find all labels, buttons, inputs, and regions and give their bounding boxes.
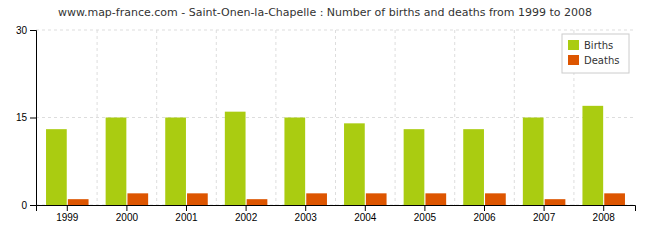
tick: 2005 [414, 205, 437, 223]
tick: 2007 [533, 205, 556, 223]
series [46, 106, 603, 205]
tick-label: 2002 [235, 212, 258, 223]
legend-frame [562, 34, 629, 73]
tick-mark [126, 205, 127, 211]
bar [225, 112, 246, 205]
bar [582, 106, 603, 205]
axis-line [30, 31, 37, 206]
tick: 2002 [235, 205, 258, 223]
tick-mark [544, 205, 545, 211]
legend-swatch [568, 55, 579, 65]
tick-mark [246, 205, 247, 211]
bar [284, 118, 305, 206]
bar [545, 199, 566, 205]
title: www.map-france.com - Saint-Onen-la-Chape… [58, 6, 592, 19]
y-axis: 0 15 30 [16, 25, 37, 211]
tick-label: 1999 [56, 212, 79, 223]
bar [463, 129, 484, 205]
tick: 2003 [295, 205, 318, 223]
tick-label: 2004 [354, 212, 377, 223]
bars [46, 106, 625, 205]
tick-mark [30, 205, 36, 206]
tick-label: 2001 [175, 212, 198, 223]
bar [46, 129, 67, 205]
bar [306, 193, 327, 205]
tick-mark [603, 205, 604, 211]
legend-item: Deaths [568, 55, 619, 66]
grid [36, 30, 635, 205]
tick-mark [484, 205, 485, 211]
group-divider [335, 30, 336, 205]
group-divider [514, 30, 515, 205]
chart: www.map-france.com - Saint-Onen-la-Chape… [0, 0, 650, 229]
legend-label: Deaths [584, 55, 619, 66]
group-divider [395, 30, 396, 205]
axis-line [37, 206, 636, 212]
bar [247, 199, 268, 205]
group-divider [454, 30, 455, 205]
tick-label: 2008 [593, 212, 616, 223]
group-divider [275, 30, 276, 205]
bar [366, 193, 387, 205]
tick: 2004 [354, 205, 377, 223]
tick: 2006 [473, 205, 496, 223]
group-divider [97, 30, 98, 205]
tick: 30 [16, 25, 36, 36]
tick-label: 2000 [116, 212, 139, 223]
tick-mark [186, 205, 187, 211]
tick-label: 0 [21, 200, 27, 211]
group-divider [216, 30, 217, 205]
tick: 2008 [593, 205, 616, 223]
tick-label: 15 [16, 112, 28, 123]
tick: 1999 [56, 205, 79, 223]
legend: Births Deaths [562, 34, 629, 73]
tick-mark [30, 118, 36, 119]
plot: 0 15 30 1999 2000 2001 2002 2003 2004 2005 2006 200… [16, 25, 636, 223]
bar [106, 118, 127, 206]
tick: 2000 [116, 205, 139, 223]
bar [68, 199, 89, 205]
bar [523, 118, 544, 206]
tick-label: 30 [16, 25, 28, 36]
tick-mark [424, 205, 425, 211]
bar [165, 118, 186, 206]
tick-mark [67, 205, 68, 211]
tick-label: 2005 [414, 212, 437, 223]
bar [127, 193, 148, 205]
legend-label: Births [584, 40, 613, 51]
tick-label: 2006 [473, 212, 496, 223]
group-divider [156, 30, 157, 205]
bar [344, 123, 365, 205]
x-axis: 1999 2000 2001 2002 2003 2004 2005 2006 2007 2008 [37, 205, 636, 223]
legend-item: Births [568, 40, 613, 51]
bar [604, 193, 625, 205]
tick-mark [365, 205, 366, 211]
tick-mark [30, 30, 36, 31]
tick-mark [305, 205, 306, 211]
tick-label: 2003 [295, 212, 318, 223]
bar [187, 193, 208, 205]
legend-swatch [568, 40, 579, 50]
tick: 15 [16, 112, 36, 123]
bar [485, 193, 506, 205]
bar [404, 129, 425, 205]
series [68, 193, 625, 205]
tick: 0 [21, 200, 36, 211]
tick: 2001 [175, 205, 198, 223]
bar [425, 193, 446, 205]
tick-label: 2007 [533, 212, 556, 223]
